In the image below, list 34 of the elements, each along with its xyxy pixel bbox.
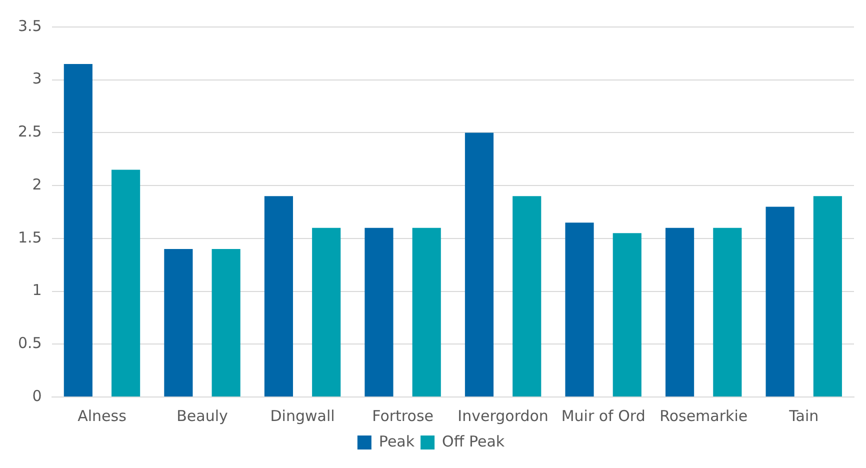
y-tick-label: 2: [32, 175, 42, 194]
y-tick-label: 3: [32, 70, 42, 88]
x-tick-label: Muir of Ord: [561, 406, 646, 425]
y-tick-label: 0.5: [18, 334, 42, 352]
legend-label: Peak: [378, 432, 415, 450]
bar: [212, 249, 240, 396]
bar: [612, 233, 642, 396]
bar: [464, 132, 494, 396]
y-tick-label: 2.5: [18, 122, 42, 141]
x-tick-label: Tain: [788, 406, 819, 425]
y-tick-label: 1: [32, 281, 42, 300]
x-tick-label: Alness: [78, 406, 127, 425]
bar: [665, 228, 694, 396]
bar: [412, 228, 441, 396]
bar: [64, 64, 92, 396]
bar: [112, 170, 140, 396]
x-tick-label: Dingwall: [270, 406, 335, 425]
bar: [565, 222, 594, 396]
x-tick-label: Invergordon: [458, 406, 548, 425]
legend-label: Off Peak: [442, 432, 505, 450]
bar: [766, 206, 794, 396]
bar: [264, 196, 293, 396]
bar: [164, 249, 193, 396]
bar: [813, 196, 842, 396]
bar: [364, 228, 394, 396]
bar: [512, 196, 542, 396]
bar: [713, 228, 742, 396]
x-tick-label: Rosemarkie: [660, 406, 748, 425]
y-tick-label: 3.5: [18, 16, 42, 35]
x-tick-label: Fortrose: [372, 406, 434, 425]
x-tick-label: Beauly: [176, 406, 228, 425]
bar: [312, 228, 341, 396]
y-tick-label: 0: [32, 386, 42, 405]
y-tick-label: 1.5: [18, 228, 42, 246]
